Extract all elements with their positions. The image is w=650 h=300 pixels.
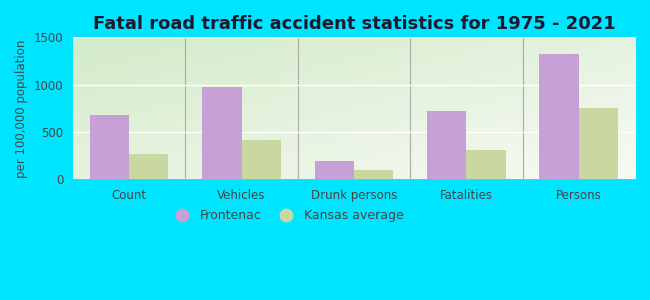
Bar (578, 108, 618, 179)
Bar (427, 111, 466, 179)
Title: Fatal road traffic accident statistics for 1975 - 2021: Fatal road traffic accident statistics f… (92, 15, 616, 33)
Bar (90, 115, 129, 179)
Bar (540, 54, 578, 179)
Bar (242, 140, 281, 179)
Legend: Frontenac, Kansas average: Frontenac, Kansas average (164, 204, 409, 227)
Bar (354, 170, 393, 179)
Y-axis label: per 100,000 population: per 100,000 population (15, 39, 28, 178)
Bar (315, 160, 354, 179)
Bar (202, 87, 242, 179)
Bar (466, 150, 506, 179)
Bar (129, 154, 168, 179)
